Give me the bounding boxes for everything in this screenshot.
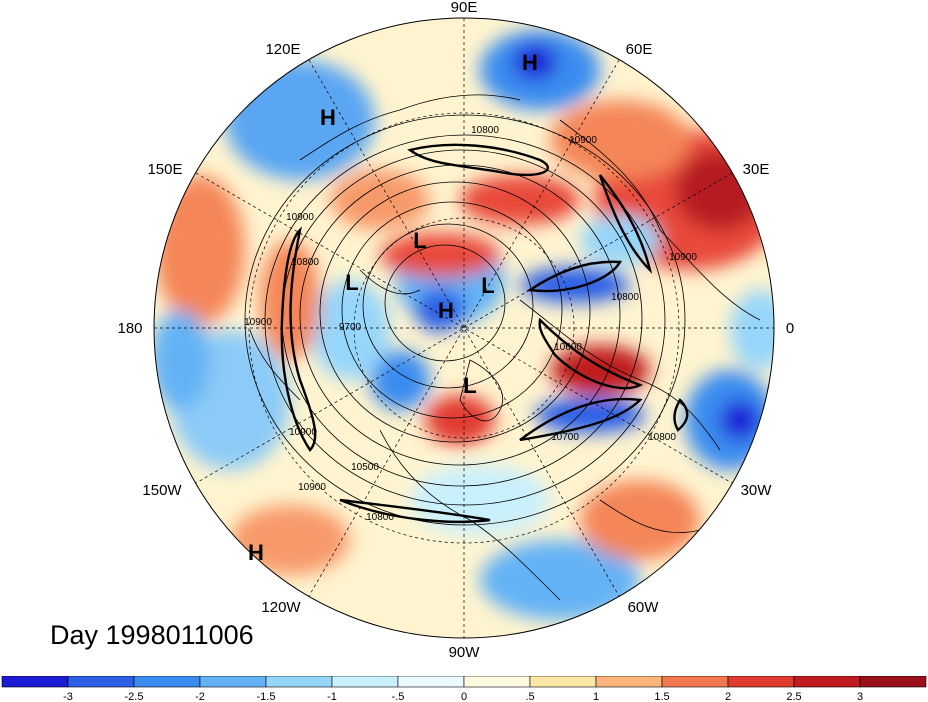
colorbar-box: [463, 676, 531, 688]
colorbar-tick-label: -2.5: [125, 691, 144, 702]
contour-label: 10700: [551, 432, 579, 443]
colorbar-tick-label: -3: [63, 691, 73, 702]
contour-label: 10800: [366, 512, 394, 523]
contour-label: 10800: [471, 125, 499, 136]
high-marker: H: [438, 298, 454, 323]
high-marker: H: [522, 50, 538, 75]
colorbar-tick-label: 3: [857, 691, 863, 702]
lon-label-120w: 120W: [261, 599, 301, 616]
graticule: [154, 18, 774, 638]
low-marker: L: [413, 228, 426, 253]
colorbar: -3 -2.5 -2 -1.5 -1 -.5 0 .5 1 1.5 2 2.5 3: [1, 676, 927, 702]
colorbar-box: [727, 676, 795, 688]
lon-label-120e: 120E: [265, 41, 300, 58]
colorbar-box: [67, 676, 135, 688]
colorbar-tick-label: 0: [461, 691, 467, 702]
colorbar-tick-label: -1.5: [257, 691, 276, 702]
colorbar-box: [331, 676, 399, 688]
longitude-labels: 90E 60E 30E 0 30W 60W 90W 120W 150W 180 …: [117, 0, 794, 661]
lon-label-150e: 150E: [147, 161, 182, 178]
contour-label: 10900: [298, 482, 326, 493]
lon-label-180: 180: [117, 320, 142, 337]
contour-label: 10900: [569, 135, 597, 146]
lon-label-90w: 90W: [449, 644, 481, 661]
colorbar-tick-label: 1: [593, 691, 599, 702]
lon-label-60e: 60E: [626, 41, 653, 58]
colorbar-box: [1, 676, 69, 688]
colorbar-box: [397, 676, 465, 688]
colorbar-box: [661, 676, 729, 688]
low-marker: L: [345, 270, 358, 295]
high-marker: H: [248, 540, 264, 565]
contour-label: 9700: [339, 322, 362, 333]
lon-label-0: 0: [786, 320, 794, 337]
colorbar-box: [265, 676, 333, 688]
colorbar-box: [529, 676, 597, 688]
contour-label: 10500: [351, 462, 379, 473]
contour-label: 10800: [291, 257, 319, 268]
colorbar-tick-label: 2: [725, 691, 731, 702]
colorbar-tick-label: -.5: [392, 691, 405, 702]
colorbar-tick-label: -1: [327, 691, 337, 702]
contour-label: 10900: [669, 252, 697, 263]
contour-label: 10800: [648, 432, 676, 443]
colorbar-box: [133, 676, 201, 688]
contour-label: 10900: [286, 212, 314, 223]
coastlines: [249, 94, 761, 601]
colorbar-tick-label: 1.5: [654, 691, 669, 702]
contour-label: 10900: [289, 427, 317, 438]
contour-label: 10600: [554, 342, 582, 353]
colorbar-tick-label: 2.5: [786, 691, 801, 702]
lon-label-60w: 60W: [628, 599, 660, 616]
colorbar-ticks: -3 -2.5 -2 -1.5 -1 -.5 0 .5 1 1.5 2 2.5 3: [63, 691, 863, 702]
colorbar-tick-label: -2: [195, 691, 205, 702]
map-boundary: [153, 17, 775, 639]
low-marker: L: [463, 373, 476, 398]
colorbar-box: [595, 676, 663, 688]
low-marker: L: [481, 273, 494, 298]
colorbar-box: [859, 676, 927, 688]
pressure-centers: H H L L L H L H: [248, 50, 538, 565]
colorbar-tick-label: .5: [525, 691, 534, 702]
contour-labels: 10800 10900 10900 10900 10900 9700 10900…: [244, 125, 697, 523]
anomaly-field: [154, 18, 774, 638]
colorbar-boxes: [1, 676, 927, 688]
contour-label: 10900: [244, 317, 272, 328]
lon-label-90e: 90E: [451, 0, 478, 16]
colorbar-box: [793, 676, 861, 688]
lon-label-30e: 30E: [743, 161, 770, 178]
lon-label-30w: 30W: [741, 482, 773, 499]
wind-contours: [280, 143, 689, 524]
day-title: Day 1998011006: [50, 620, 254, 650]
colorbar-box: [199, 676, 267, 688]
height-contours: [244, 114, 686, 526]
lon-label-150w: 150W: [142, 482, 182, 499]
contour-label: 10800: [611, 292, 639, 303]
high-marker: H: [320, 105, 336, 130]
